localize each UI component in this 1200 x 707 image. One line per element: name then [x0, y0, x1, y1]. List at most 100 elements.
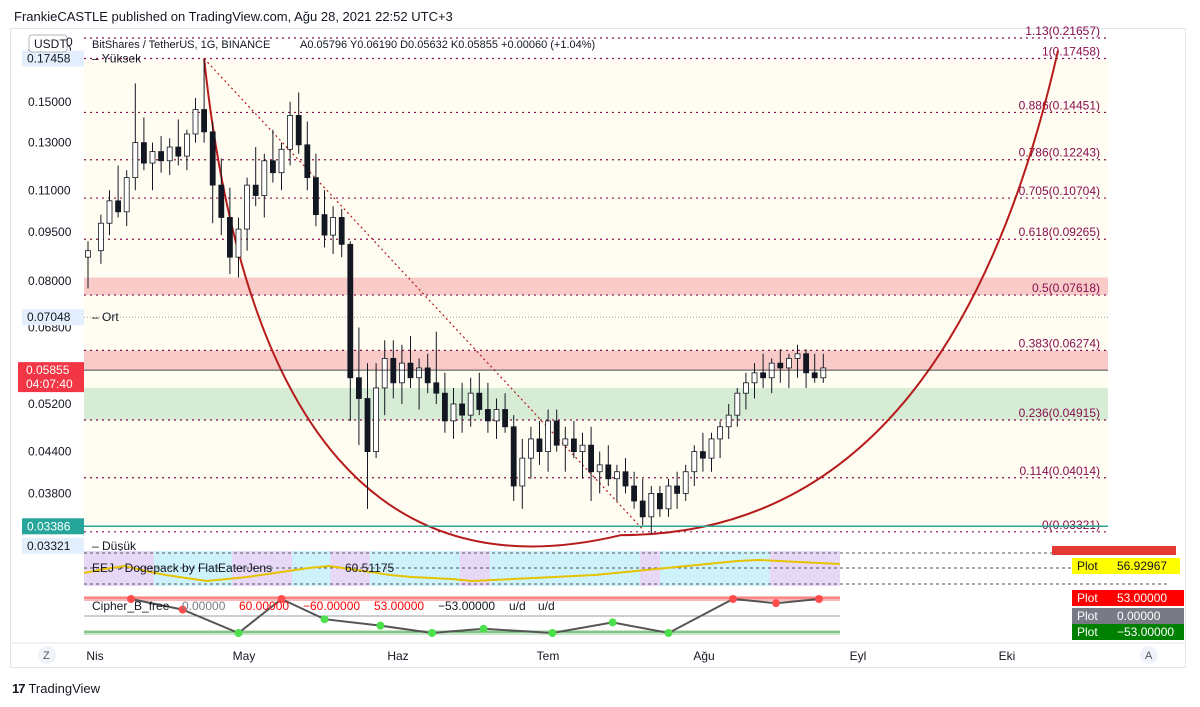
- candle-body: [614, 471, 620, 480]
- cipher-dot: [729, 595, 737, 603]
- candle-body: [347, 243, 354, 379]
- cipher-title: Cipher_B_free: [92, 599, 170, 613]
- candle-body: [252, 184, 259, 196]
- candle-body: [441, 392, 448, 422]
- last-price-value: 0.05855: [26, 363, 70, 377]
- candle-body: [811, 372, 818, 379]
- cipher-wave-line: [130, 597, 820, 635]
- candle-body: [786, 358, 792, 369]
- candle-body: [115, 200, 121, 213]
- price-tag-3: [22, 537, 84, 554]
- zones-layer: [84, 59, 1108, 530]
- y-tick-7: 0.05200: [28, 397, 72, 411]
- candle-body: [416, 367, 423, 379]
- candle-body: [588, 444, 594, 473]
- y-tick-3: 0.11000: [28, 183, 71, 197]
- candle-body: [777, 362, 784, 369]
- fib-label-6: 0.5(0.07618): [1032, 281, 1100, 295]
- last-price-countdown: 04:07:40: [26, 377, 73, 391]
- cipher-pane: [84, 596, 840, 635]
- price-tag-value-2: 0.03386: [27, 519, 71, 533]
- candle-body: [278, 148, 285, 174]
- dogepack-top-tag: [1052, 546, 1176, 555]
- candle-body: [158, 151, 165, 162]
- x-tick-5: Eyl: [850, 649, 867, 663]
- cipher-plot-tag-0: [1072, 590, 1184, 606]
- x-tick-0: Nis: [86, 649, 103, 663]
- candle-body: [261, 160, 268, 196]
- candle-body: [528, 438, 534, 459]
- fib-label-8: 0.236(0.04915): [1019, 406, 1100, 420]
- auto-scale-button-label: A: [1145, 650, 1153, 662]
- price-tag-value-1: 0.07048: [27, 310, 71, 324]
- price-tag-value-3: 0.03321: [27, 539, 71, 553]
- currency-label: USDT: [34, 37, 67, 51]
- fib-label-3: 0.786(0.12243): [1019, 146, 1100, 160]
- fib-label-0: 1.13(0.21657): [1025, 24, 1100, 38]
- cipher-plot-value-2: −53.00000: [1117, 625, 1174, 639]
- candle-body: [596, 464, 603, 473]
- zoom-button[interactable]: [38, 646, 56, 664]
- cipher-plot-tag-1: [1072, 608, 1184, 624]
- candle-body: [132, 142, 139, 178]
- candle-body: [201, 109, 208, 133]
- candle-body: [98, 222, 104, 252]
- price-tags-layer: 0.17458 – Yüksek 0.07048 – Ort 0.03386 0.0332…: [18, 50, 1108, 554]
- symbol-title[interactable]: BitShares / TetherUS, 1G, BINANCE: [92, 39, 270, 51]
- candle-body: [657, 493, 663, 510]
- cipher-dot: [178, 605, 187, 614]
- fib-label-9: 0.114(0.04014): [1019, 464, 1100, 478]
- price-tag-label-3: – Düşük: [92, 539, 137, 553]
- cipher-value-6: u/d: [538, 599, 555, 613]
- dogepack-title: EEJ - Dogepack by FlatEaterJens: [92, 561, 272, 575]
- tradingview-brand[interactable]: 17 TradingView: [12, 681, 100, 696]
- cipher-value-4: −53.00000: [438, 599, 495, 613]
- cipher-dot: [127, 595, 135, 603]
- candle-body: [304, 144, 311, 178]
- fib-label-10: 0(0.03321): [1042, 518, 1100, 532]
- cipher-value-0: 0.00000: [182, 599, 226, 613]
- candle-body: [244, 184, 251, 230]
- y-tick-9: 0.03800: [28, 486, 72, 500]
- y-tick-5: 0.08000: [28, 274, 72, 288]
- candle-body: [390, 358, 397, 384]
- price-tag-2: [22, 518, 84, 535]
- x-tick-2: Haz: [387, 649, 408, 663]
- candle-body: [175, 146, 182, 157]
- candle-body: [140, 142, 147, 164]
- candle-body: [674, 485, 680, 494]
- currency-zero-tick: 0: [66, 35, 73, 49]
- currency-badge[interactable]: [28, 34, 68, 53]
- cipher-dot: [479, 624, 488, 633]
- auto-scale-button[interactable]: [1140, 646, 1158, 664]
- cipher-plot-label-2: Plot: [1077, 625, 1098, 639]
- candle-body: [510, 426, 517, 487]
- candle-body: [519, 457, 526, 487]
- fib-label-7: 0.383(0.06274): [1019, 336, 1100, 350]
- candle-body: [287, 115, 294, 150]
- fib-label-1: 1(0.17458): [1042, 45, 1100, 59]
- candle-body: [269, 160, 276, 174]
- candle-body: [605, 464, 612, 480]
- candle-body: [476, 392, 483, 410]
- candle-body: [424, 367, 431, 384]
- cipher-dot: [277, 595, 286, 603]
- cipher-plot-tag-2: [1072, 624, 1184, 640]
- candle-body: [85, 250, 91, 258]
- price-tag-0: [22, 50, 84, 67]
- dogepack-plot-label: Plot: [1077, 559, 1098, 573]
- cipher-dot: [664, 629, 673, 637]
- cipher-dot: [608, 618, 617, 627]
- candle-body: [545, 420, 551, 452]
- candle-body: [330, 217, 337, 236]
- candle-body: [295, 115, 302, 146]
- candle-body: [235, 228, 242, 258]
- cipher-plot-label-1: Plot: [1077, 609, 1098, 623]
- cipher-dot: [376, 621, 385, 630]
- cipher-value-5: u/d: [509, 599, 526, 613]
- cipher-dot: [772, 599, 780, 608]
- cipher-tags-layer: Plot 53.00000 Plot 0.00000 Plot −53.00000: [1072, 590, 1184, 640]
- fib-zone-0: [84, 277, 1108, 296]
- candle-body: [355, 377, 362, 399]
